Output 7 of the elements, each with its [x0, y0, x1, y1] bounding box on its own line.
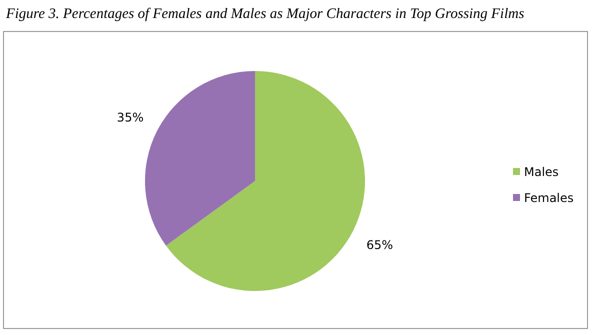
chart-title: Figure 3. Percentages of Females and Males as Major Characters in Top Grossing Films — [5, 6, 525, 22]
pie-slice — [166, 71, 365, 291]
legend-label: Males — [524, 165, 559, 180]
legend-label: Females — [524, 191, 574, 206]
data-label: 35% — [116, 110, 144, 125]
pie-slice — [145, 71, 255, 246]
data-label: 65% — [366, 238, 394, 252]
